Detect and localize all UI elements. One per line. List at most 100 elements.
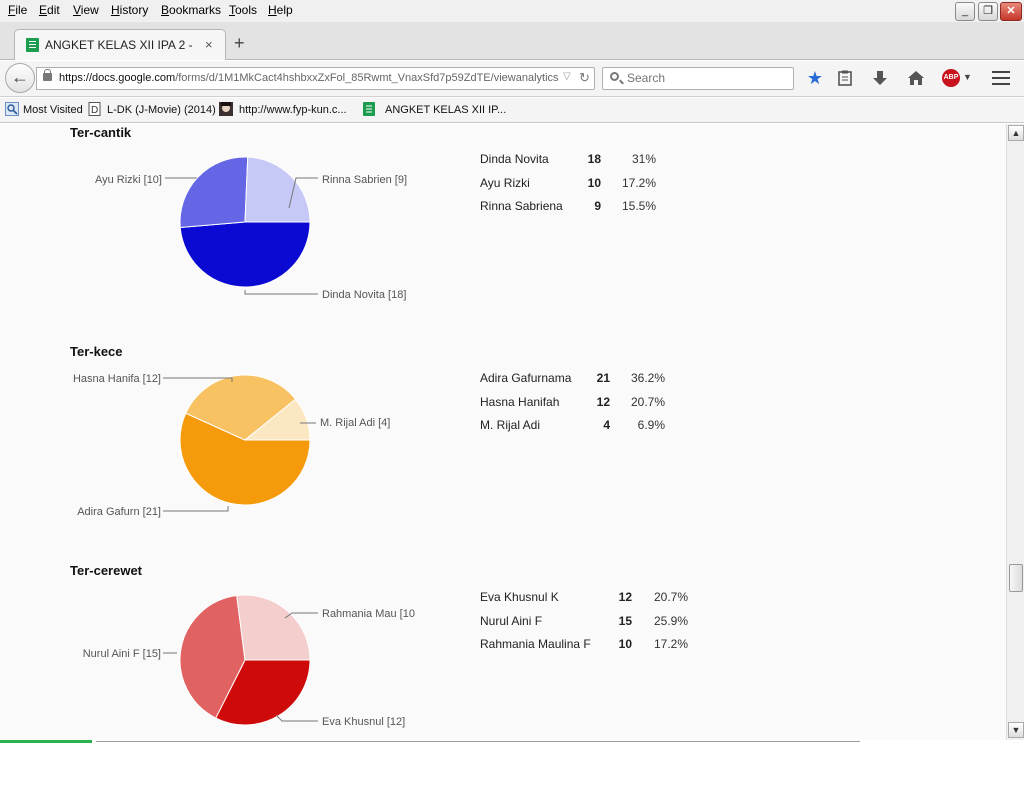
tab-strip: ANGKET KELAS XII IPA 2 - Go... × + — [0, 22, 1024, 60]
navigation-bar: https://docs.google.com/forms/d/1M1MkCac… — [0, 61, 1024, 97]
table-row: Hasna Hanifah 12 20.7% — [480, 395, 690, 419]
table-row: Nurul Aini F 15 25.9% — [480, 614, 700, 638]
option-name: Rinna Sabriena — [480, 199, 563, 213]
scroll-down-arrow-icon[interactable]: ▼ — [1008, 722, 1024, 738]
bookmark-ldk[interactable]: L-DK (J-Movie) (2014) — [107, 104, 216, 116]
pie-chart: Ayu Rizki [10] Rinna Sabrien [9] Dinda N… — [95, 156, 407, 301]
download-icon[interactable] — [869, 67, 891, 89]
pie-slice — [185, 374, 297, 441]
google-forms-icon — [26, 38, 39, 52]
option-percent: 31% — [631, 152, 656, 166]
table-row: Ayu Rizki 10 17.2% — [480, 176, 680, 200]
menu-history[interactable]: History — [111, 3, 149, 17]
url-bar[interactable]: https://docs.google.com/forms/d/1M1MkCac… — [36, 67, 595, 90]
vertical-scrollbar[interactable]: ▲ ▼ — [1006, 124, 1024, 740]
divider — [96, 741, 860, 742]
menu-file[interactable]: File — [8, 3, 28, 17]
option-name: Rahmania Maulina F — [480, 637, 591, 651]
menu-bookmarks[interactable]: Bookmarks — [161, 3, 222, 17]
pie-slice — [179, 156, 249, 229]
bookmark-angket[interactable]: ANGKET KELAS XII IP... — [385, 104, 507, 116]
menu-bar: File Edit View History Bookmarks Tools H… — [0, 0, 1024, 22]
analytics-content: Ter-cantik Ayu Rizki [10] Rinna Sabrien … — [0, 124, 1006, 740]
table-row: Dinda Novita 18 31% — [480, 152, 680, 176]
new-tab-button[interactable]: + — [234, 33, 245, 53]
load-progress-bar — [0, 740, 92, 743]
status-strip — [0, 740, 1024, 785]
table-row: Eva Khusnul K 12 20.7% — [480, 590, 700, 614]
pie-slice-label: Rahmania Mau [10 — [322, 608, 415, 620]
bookmark-fyp-kun[interactable]: http://www.fyp-kun.c... — [239, 104, 347, 116]
option-count: 4 — [603, 418, 610, 432]
menu-view[interactable]: View — [73, 3, 99, 17]
section-title: Ter-cantik — [70, 125, 132, 140]
pie-slice-label: Ayu Rizki [10] — [95, 174, 162, 186]
option-percent: 17.2% — [621, 175, 656, 190]
table-row: Adira Gafurnama 21 36.2% — [480, 371, 690, 395]
bookmark-most-visited[interactable]: Most Visited — [23, 104, 83, 116]
option-percent: 36.2% — [630, 371, 665, 385]
search-icon — [610, 72, 619, 81]
reload-icon[interactable]: ↻ — [579, 70, 590, 85]
tab-title: ANGKET KELAS XII IPA 2 - Go... — [45, 38, 195, 52]
pie-slice-label: Nurul Aini F [15] — [83, 648, 161, 660]
section-title: Ter-cerewet — [70, 563, 143, 578]
pie-slice — [179, 594, 246, 719]
pie-slice — [179, 412, 311, 506]
response-table: Dinda Novita 18 31% Ayu Rizki 10 17.2% R… — [480, 152, 680, 223]
url-text: https://docs.google.com/forms/d/1M1MkCac… — [59, 72, 559, 84]
option-count: 15 — [618, 613, 632, 628]
pie-chart: Rahmania Mau [10 Nurul Aini F [15] Eva K… — [83, 594, 415, 728]
pie-slice-label: Rinna Sabrien [9] — [322, 174, 407, 186]
pie-slice — [215, 659, 311, 726]
adblock-plus-icon[interactable]: ABP — [942, 69, 960, 87]
adblock-dropdown-icon[interactable]: ▼ — [963, 72, 972, 82]
option-percent: 6.9% — [637, 418, 665, 432]
section-title: Ter-kece — [70, 344, 123, 359]
pie-slice — [179, 221, 311, 288]
svg-text:D: D — [91, 105, 98, 116]
menu-hamburger-icon[interactable] — [992, 71, 1010, 85]
pie-slice — [243, 398, 311, 441]
back-button[interactable]: ← — [5, 63, 35, 93]
menu-help[interactable]: Help — [268, 3, 293, 17]
pie-slice-label: Hasna Hanifa [12] — [73, 373, 161, 385]
pie-slice-label: Dinda Novita [18] — [322, 289, 406, 301]
search-input[interactable] — [627, 71, 787, 85]
url-dropdown-icon[interactable]: ▽ — [563, 71, 571, 82]
option-count: 9 — [594, 199, 601, 213]
option-count: 10 — [587, 175, 601, 190]
option-percent: 20.7% — [653, 590, 688, 604]
search-bar — [602, 67, 794, 90]
bookmarks-bar: Most Visited D L-DK (J-Movie) (2014) htt… — [0, 98, 1024, 123]
close-window-button[interactable]: ✕ — [1000, 2, 1022, 21]
tab-close-icon[interactable]: × — [205, 37, 213, 52]
option-name: Nurul Aini F — [480, 613, 543, 628]
menu-edit[interactable]: Edit — [39, 3, 60, 17]
option-count: 12 — [618, 590, 632, 604]
option-name: Eva Khusnul K — [480, 590, 559, 604]
option-count: 10 — [618, 637, 632, 651]
bookmark-star-icon[interactable]: ★ — [806, 68, 824, 88]
scroll-up-arrow-icon[interactable]: ▲ — [1008, 125, 1024, 141]
table-row: Rinna Sabriena 9 15.5% — [480, 199, 680, 223]
menu-tools[interactable]: Tools — [229, 3, 258, 17]
option-name: Adira Gafurnama — [480, 371, 572, 385]
google-forms-icon — [362, 102, 376, 116]
restore-button[interactable]: ❐ — [978, 2, 998, 21]
pie-slice — [244, 156, 311, 223]
tab-angket[interactable]: ANGKET KELAS XII IPA 2 - Go... × — [14, 29, 226, 60]
scroll-thumb[interactable] — [1009, 564, 1023, 592]
reading-list-icon[interactable] — [834, 67, 856, 89]
ldk-favicon-icon: D — [88, 102, 102, 116]
option-count: 12 — [596, 394, 610, 409]
option-name: Dinda Novita — [480, 152, 549, 166]
lock-icon — [43, 69, 52, 81]
table-row: M. Rijal Adi 4 6.9% — [480, 418, 690, 442]
option-percent: 20.7% — [630, 394, 665, 409]
option-name: Hasna Hanifah — [480, 394, 560, 409]
home-icon[interactable] — [905, 67, 927, 89]
response-table: Eva Khusnul K 12 20.7% Nurul Aini F 15 2… — [480, 590, 700, 661]
minimize-button[interactable]: _ — [955, 2, 975, 21]
pie-slice — [236, 594, 311, 661]
